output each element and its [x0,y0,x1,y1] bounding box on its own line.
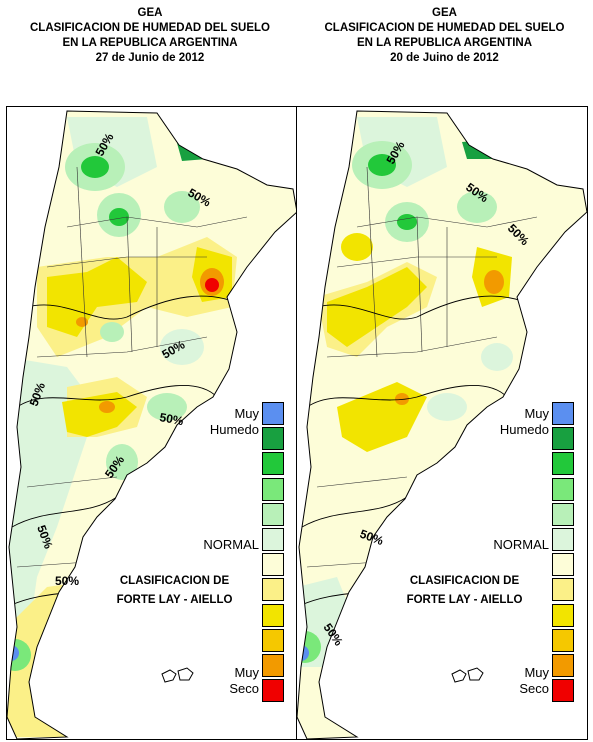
argentina-map-left: 50% 50% 50% 50% 50% 50% 50% 50% [7,110,297,739]
legend-swatch [552,427,574,451]
legend-swatch [262,603,284,627]
legend-label-normal: NORMAL [203,537,259,552]
legend-swatch [262,628,284,652]
legend-swatch [262,402,284,425]
legend-swatch [552,553,574,577]
legend-swatch [552,402,574,425]
legend-swatch [262,553,284,577]
title-line: EN LA REPUBLICA ARGENTINA [62,37,238,49]
legend-swatch [552,502,574,526]
title-line: 27 de Junio de 2012 [95,52,205,64]
legend-swatch [262,653,284,677]
legend-swatch [552,603,574,627]
legend-swatch [552,578,574,602]
legend-color-scale [262,402,286,704]
contour-label: 50% [55,574,79,588]
title-line: GEA [137,7,163,19]
legend-swatch [552,452,574,476]
title-line: CLASIFICACION DE HUMEDAD DEL SUELO [29,22,271,34]
legend-swatch [262,477,284,501]
legend-swatch [552,653,574,677]
legend-swatch [262,427,284,451]
legend-label-normal: NORMAL [493,537,549,552]
argentina-map-right: 50% 50% 50% 50% 50% [297,110,587,739]
title-line: CLASIFICACION DE HUMEDAD DEL SUELO [324,22,565,34]
classification-title: CLASIFICACION DE FORTE LAY - AIELLO [116,575,233,606]
legend-swatch [262,578,284,602]
title-line: EN LA REPUBLICA ARGENTINA [356,37,533,49]
legend-color-scale [552,402,576,704]
legend-swatch [552,527,574,551]
map-panel-left: 50% 50% 50% 50% 50% 50% 50% 50% Muy Hume… [6,106,298,740]
classification-title: CLASIFICACION DE FORTE LAY - AIELLO [406,575,523,606]
legend-label-dry: Muy Seco [519,665,549,696]
map-panel-right: 50% 50% 50% 50% 50% Muy Humedo NORMAL Mu… [296,106,588,740]
legend-swatch [262,679,284,703]
contour-label: 50% [158,410,184,428]
malvinas-islands [451,667,484,683]
legend-label-wet: Muy Humedo [209,406,259,437]
title-line: 20 de Juino de 2012 [390,52,499,64]
legend-swatch [262,502,284,526]
title-line: GEA [432,7,457,19]
legend-swatch [262,527,284,551]
malvinas-islands [161,667,194,683]
legend-swatch [262,452,284,476]
legend-label-wet: Muy Humedo [499,406,549,437]
legend-swatch [552,628,574,652]
map-title-left: GEA CLASIFICACION DE HUMEDAD DEL SUELO E… [0,6,300,66]
legend-swatch [552,477,574,501]
legend-label-dry: Muy Seco [229,665,259,696]
map-title-right: GEA CLASIFICACION DE HUMEDAD DEL SUELO E… [296,6,593,66]
legend-swatch [552,679,574,703]
